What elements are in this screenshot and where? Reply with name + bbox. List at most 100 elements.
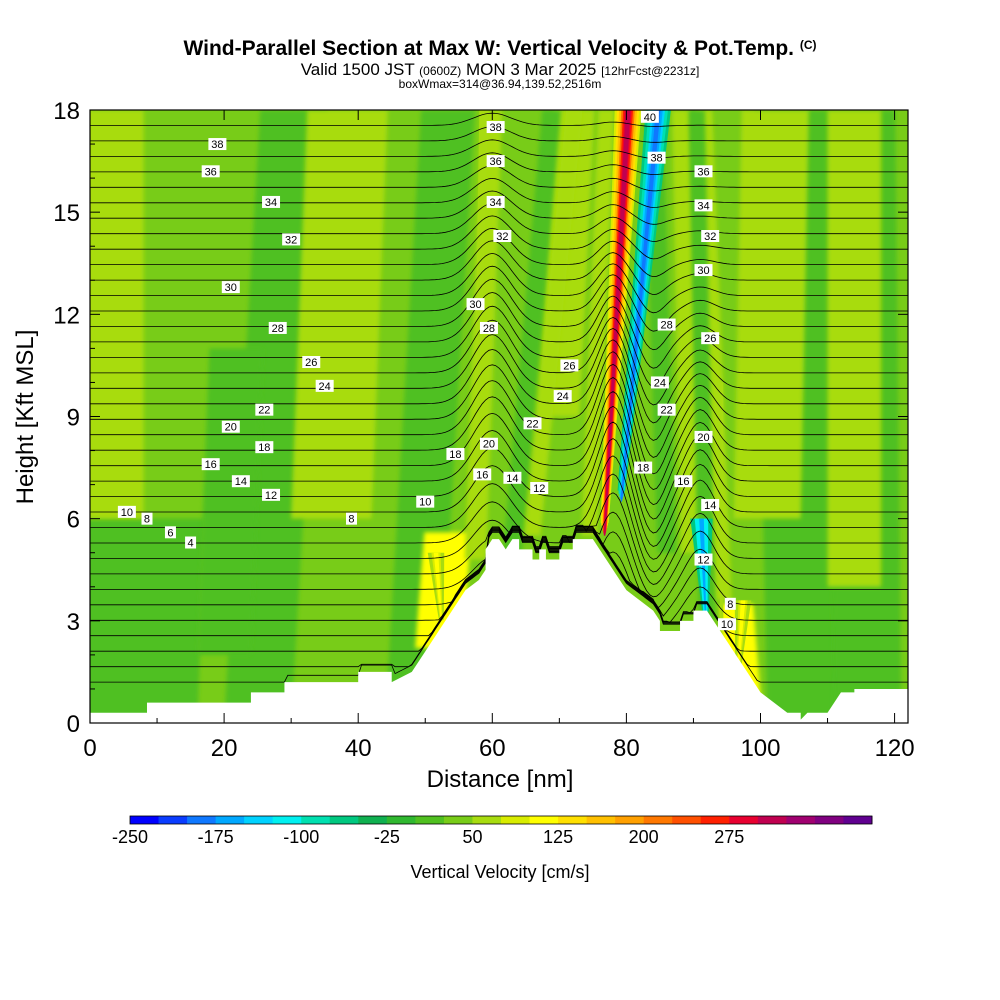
contour-label-0: 38 [211, 139, 223, 151]
contour-label-28: 22 [526, 418, 538, 430]
contour-label-bg-3 [282, 233, 301, 246]
contour-label-bg-35 [647, 151, 666, 164]
colorbar-swatch-23 [786, 816, 816, 824]
theta-contour-32 [90, 215, 908, 260]
colorbar-swatch-9 [386, 816, 416, 824]
colorbar-swatch-0 [130, 816, 160, 824]
colorbar-swatch-11 [443, 816, 473, 824]
velocity-band-7 [291, 110, 388, 519]
contour-label-6: 26 [305, 357, 317, 369]
contour-label-13: 12 [265, 490, 277, 502]
contour-label-bg-46 [674, 475, 693, 488]
contour-label-bg-10 [255, 441, 274, 454]
contour-label-bg-37 [694, 199, 713, 212]
colorbar-swatch-22 [757, 816, 787, 824]
contour-label-bg-13 [262, 488, 281, 501]
contour-label-bg-44 [694, 430, 713, 443]
contour-label-41: 26 [704, 333, 716, 345]
colorbar-swatch-25 [843, 816, 873, 824]
theta-contour-labels: 3836343230282624222018161412108648103836… [117, 110, 736, 631]
theta-contour-30 [90, 240, 908, 296]
contour-label-5: 28 [272, 323, 284, 335]
x-tick-label-3: 60 [479, 735, 506, 762]
colorbar-tick-label-6: 200 [629, 827, 659, 847]
contour-label-12: 14 [235, 476, 247, 488]
colorbar-tick-label-5: 125 [543, 827, 573, 847]
contour-label-bg-11 [201, 458, 220, 471]
contour-label-bg-15 [141, 512, 153, 525]
contour-label-bg-12 [231, 475, 250, 488]
contour-label-bg-27 [553, 390, 572, 403]
updraft-band-east-layer-1 [716, 382, 723, 621]
colorbar-swatch-20 [700, 816, 730, 824]
contour-label-25: 28 [483, 323, 495, 335]
contour-label-46: 16 [677, 476, 689, 488]
contour-label-8: 22 [258, 405, 270, 417]
y-axis-label: Height [Kft MSL] [12, 329, 39, 505]
contour-label-7: 24 [319, 381, 331, 393]
contour-label-bg-29 [479, 437, 498, 450]
valid-time: Valid 1500 JST [300, 60, 415, 79]
y-tick-label-4: 12 [53, 302, 80, 329]
colorbar-swatch-19 [672, 816, 702, 824]
contour-label-9: 20 [225, 422, 237, 434]
theta-contour-11 [90, 511, 908, 598]
theta-contour-24 [90, 316, 908, 406]
contour-label-bg-38 [701, 230, 720, 243]
colorbar-swatch-8 [358, 816, 388, 824]
contour-label-bg-2 [262, 195, 281, 208]
copyright-mark: (C) [799, 38, 817, 52]
velocity-band-9 [733, 110, 809, 519]
theta-contour-7 [90, 529, 908, 637]
colorbar-swatch-10 [415, 816, 445, 824]
theta-contour-25 [90, 305, 908, 388]
updraft-band-west-layer-1 [473, 110, 487, 553]
velocity-band-0 [90, 518, 206, 723]
contour-label-42: 24 [654, 377, 666, 389]
updraft-core-east-layer-2 [736, 600, 746, 676]
contour-label-bg-23 [493, 230, 512, 243]
contour-label-bg-36 [694, 165, 713, 178]
contour-label-bg-16 [164, 526, 176, 539]
contour-label-29: 20 [483, 439, 495, 451]
colorbar-swatch-13 [501, 816, 531, 824]
theta-contour-22 [90, 339, 908, 441]
theta-contours [90, 112, 908, 683]
valid-utc: (0600Z) [419, 64, 462, 78]
velocity-band-6 [90, 110, 144, 519]
contour-label-bg-33 [530, 482, 549, 495]
colorbar-tick-label-4: 50 [462, 827, 482, 847]
colorbar-swatch-6 [301, 816, 331, 824]
contour-label-37: 34 [697, 200, 709, 212]
x-tick-label-0: 0 [83, 735, 96, 762]
contour-label-38: 32 [704, 231, 716, 243]
terrain-mask [90, 539, 908, 723]
contour-label-49: 8 [727, 599, 733, 611]
theta-contour-5 [90, 531, 908, 668]
contour-label-bg-31 [473, 468, 492, 481]
contour-label-22: 34 [490, 197, 502, 209]
contour-label-bg-40 [657, 318, 676, 331]
theta-contour-9 [90, 528, 908, 617]
colorbar-swatch-18 [643, 816, 673, 824]
x-axis-label: Distance [nm] [426, 766, 574, 793]
contour-label-19: 10 [419, 497, 431, 509]
colorbar-swatch-3 [215, 816, 245, 824]
contour-label-39: 30 [697, 265, 709, 277]
contour-label-17: 4 [188, 538, 194, 550]
velocity-band-16 [581, 110, 615, 536]
contour-label-47: 14 [704, 500, 716, 512]
contour-label-bg-8 [255, 403, 274, 416]
updraft-core-main-layer-6 [603, 110, 631, 536]
y-tick-label-2: 6 [67, 507, 80, 534]
contour-label-31: 16 [476, 469, 488, 481]
theta-contour-26 [90, 292, 908, 369]
velocity-band-10 [827, 110, 882, 587]
colorbar-swatch-1 [158, 816, 188, 824]
contour-label-bg-48 [694, 553, 713, 566]
theta-contour-34 [90, 190, 908, 225]
colorbar-swatch-24 [814, 816, 844, 824]
contour-label-33: 12 [533, 483, 545, 495]
contour-label-35: 38 [650, 153, 662, 165]
colorbar-swatch-5 [272, 816, 302, 824]
